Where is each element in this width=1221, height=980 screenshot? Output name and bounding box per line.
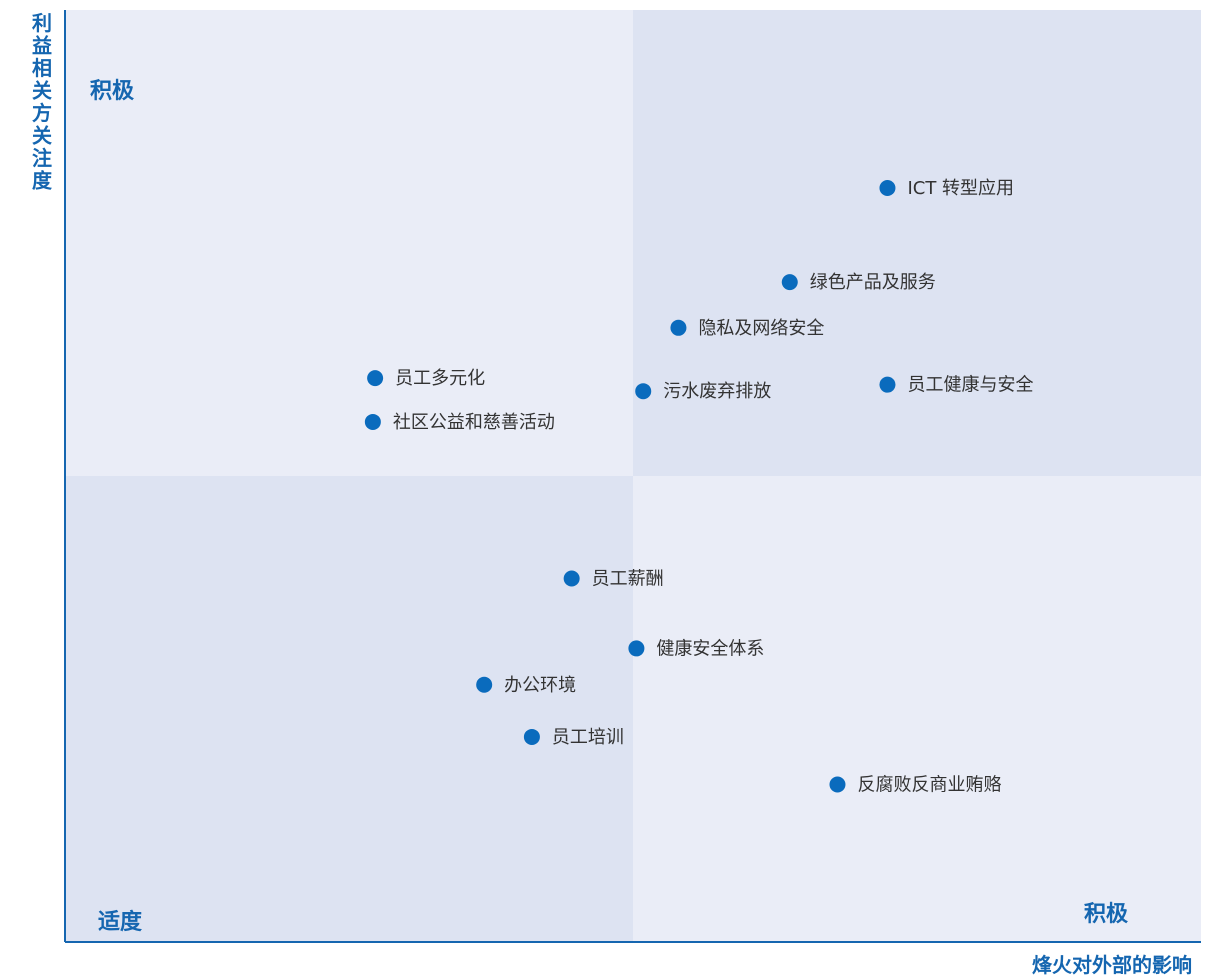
data-point bbox=[670, 319, 687, 336]
data-point bbox=[523, 728, 540, 745]
quadrant-label-bottom-right: 积极 bbox=[1084, 902, 1129, 927]
data-point bbox=[829, 776, 846, 793]
data-point-label: 员工健康与安全 bbox=[907, 375, 1033, 396]
data-point-label: 污水废弃排放 bbox=[663, 381, 771, 402]
y-axis-title: 利益相关方关注度 bbox=[32, 11, 53, 193]
quadrant-top-right bbox=[633, 10, 1201, 476]
data-point-label: ICT 转型应用 bbox=[907, 178, 1014, 199]
data-point-label: 员工培训 bbox=[552, 727, 624, 748]
data-point-label: 员工多元化 bbox=[395, 368, 485, 389]
x-axis-title: 烽火对外部的影响 bbox=[1032, 953, 1192, 977]
data-point bbox=[879, 180, 896, 197]
data-point bbox=[879, 376, 896, 393]
data-point bbox=[367, 370, 384, 387]
data-point-label: 办公环境 bbox=[504, 675, 576, 696]
data-point bbox=[781, 274, 798, 291]
data-point bbox=[628, 640, 645, 657]
data-point-label: 社区公益和慈善活动 bbox=[393, 412, 555, 433]
quadrant-top-left bbox=[65, 10, 633, 476]
quadrant-bottom-left bbox=[65, 476, 633, 942]
data-point bbox=[635, 383, 652, 400]
quadrant-label-bottom-left: 适度 bbox=[98, 909, 143, 935]
data-point-label: 绿色产品及服务 bbox=[810, 272, 936, 293]
quadrant-label-top-left: 积极 bbox=[90, 79, 135, 104]
data-point-label: 健康安全体系 bbox=[656, 638, 764, 659]
data-point-label: 员工薪酬 bbox=[592, 569, 664, 590]
data-point-label: 隐私及网络安全 bbox=[698, 318, 824, 339]
data-point bbox=[364, 413, 381, 430]
data-point bbox=[563, 570, 580, 587]
data-point bbox=[476, 676, 493, 693]
quadrant-bottom-right bbox=[633, 476, 1201, 942]
data-point-label: 反腐败反商业贿赂 bbox=[857, 774, 1001, 795]
